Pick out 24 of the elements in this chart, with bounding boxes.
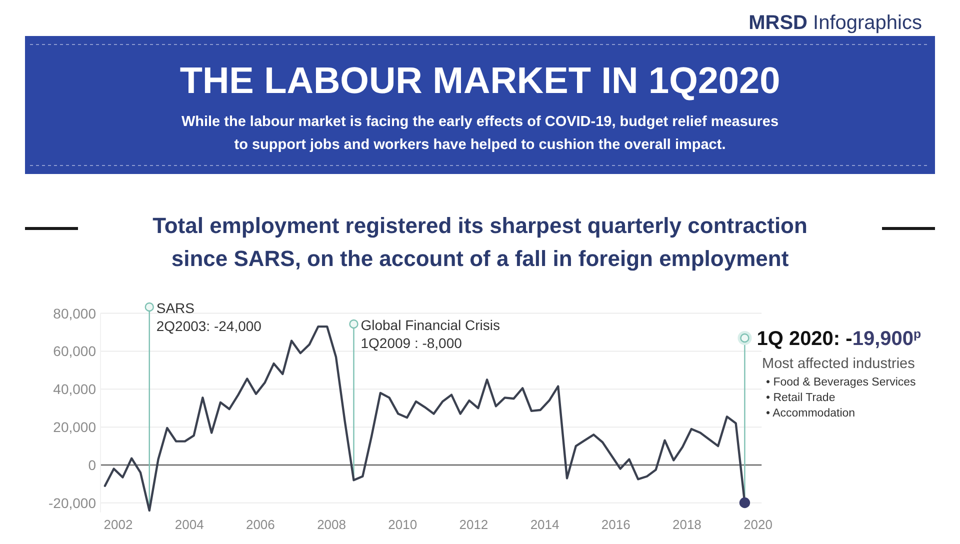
x-tick-label: 2006 xyxy=(246,517,275,532)
x-tick-label: 2008 xyxy=(317,517,346,532)
text: Total employment registered its sharpest quarterly contraction since SARS, on the account of a fall in foreign employment xyxy=(152,213,808,271)
text: Most affected industries • Food & Beverages Services • Retail Trade • Accommodation xyxy=(762,356,916,420)
x-tick-label: 2004 xyxy=(174,517,204,532)
x-tick-label: 2012 xyxy=(459,517,488,532)
chart-subtitle: While the labour market is facing the early effects of COVID-19, budget relief measures to support jobs and workers have helped to cushion the overall impact. xyxy=(181,114,779,153)
y-tick-label: 60,000 xyxy=(53,343,96,360)
x-tick-label: 2014 xyxy=(530,517,560,532)
x-tick-label: 2020 xyxy=(744,517,773,532)
y-tick-label: 0 xyxy=(88,456,96,473)
x-tick-label: 2010 xyxy=(388,517,418,532)
x-tick-label: 2002 xyxy=(104,517,133,532)
chart-title: THE LABOUR MARKET IN 1Q2020 xyxy=(180,60,780,101)
annotation: Global Financial Crisis 1Q2009 : -8,000 xyxy=(360,317,500,351)
text: MRSD Infographics xyxy=(748,12,922,34)
annotation: 1Q 2020: -19,900$^{p}$ xyxy=(756,327,922,350)
y-tick-label: -20,000 xyxy=(48,494,96,511)
x-tick-label: 2018 xyxy=(672,517,702,532)
y-tick-label: 20,000 xyxy=(53,419,96,436)
y-tick-label: 40,000 xyxy=(53,381,96,398)
annotation: SARS 2Q2003: -24,000 xyxy=(156,300,262,334)
y-tick-label: 80,000 xyxy=(53,305,96,322)
x-tick-label: 2016 xyxy=(601,517,630,532)
